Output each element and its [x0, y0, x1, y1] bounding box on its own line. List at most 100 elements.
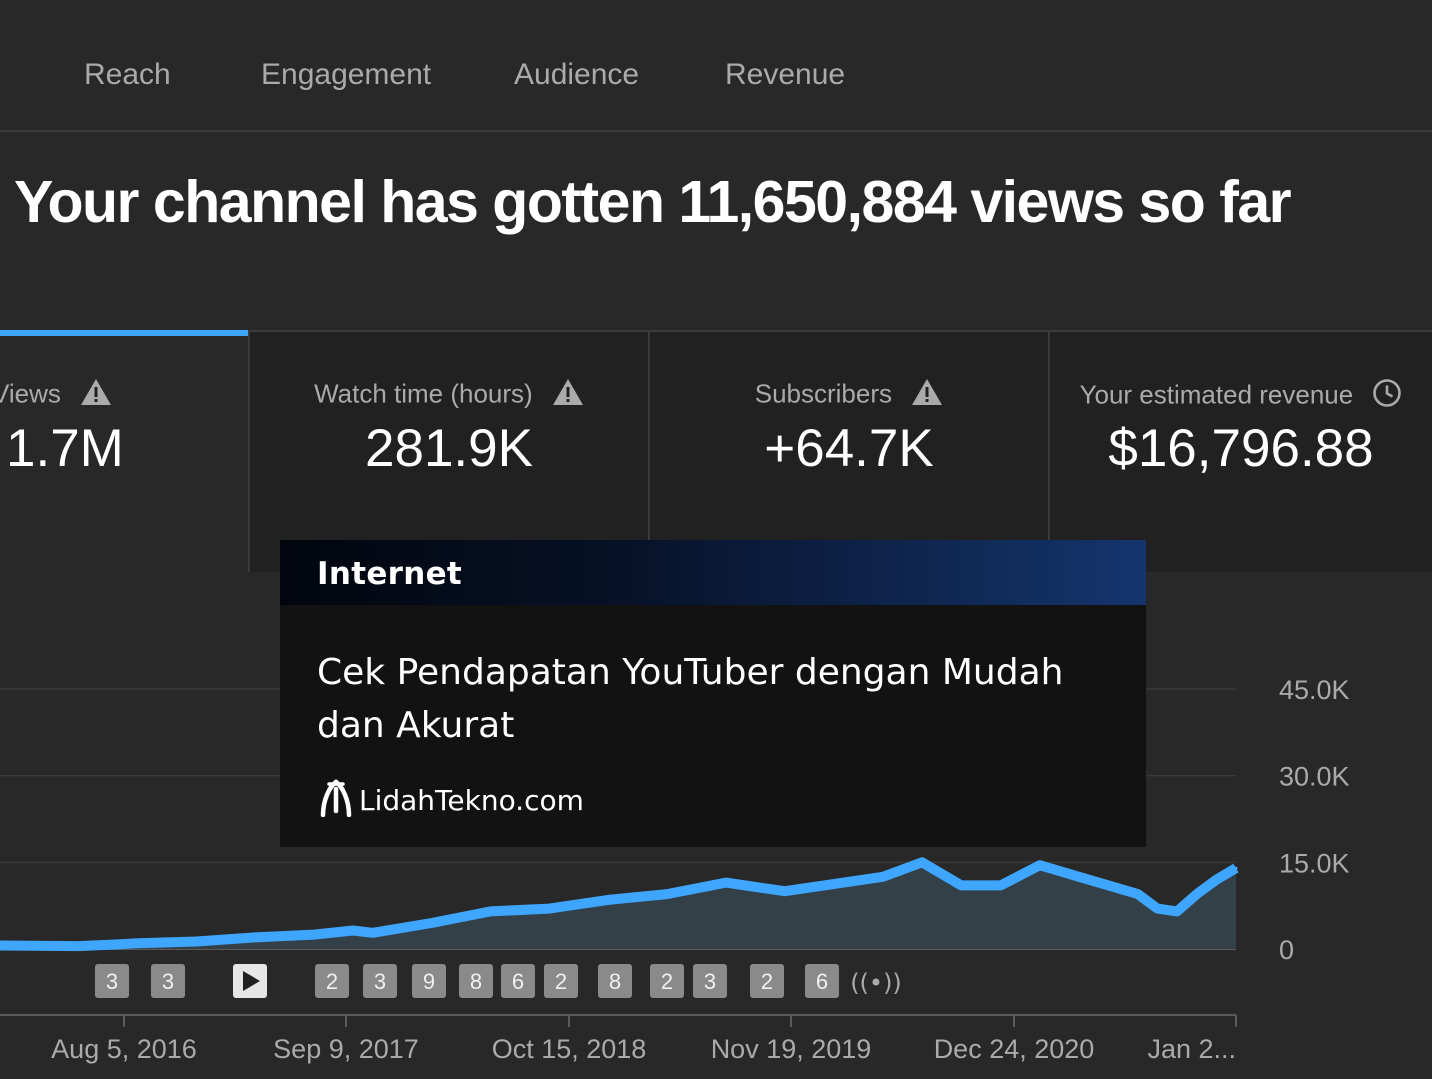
- metric-label: Views: [0, 378, 61, 409]
- x-tick-label: Nov 19, 2019: [711, 1034, 872, 1064]
- page-headline: Your channel has gotten 11,650,884 views…: [14, 169, 1292, 235]
- metric-label-row: Subscribers: [650, 378, 1048, 413]
- metric-label-row: Views: [0, 378, 248, 413]
- data-point: [881, 875, 885, 879]
- video-marker-count: 6: [816, 969, 828, 994]
- video-marker[interactable]: 2: [750, 964, 784, 998]
- video-marker[interactable]: 2: [315, 964, 349, 998]
- data-point: [920, 860, 924, 864]
- video-marker-count: 3: [162, 969, 174, 994]
- live-marker-icon[interactable]: ((•)): [850, 969, 902, 997]
- data-point: [76, 944, 80, 948]
- metric-label: Your estimated revenue: [1079, 379, 1354, 410]
- video-marker-count: 2: [761, 969, 773, 994]
- metric-card-subscribers[interactable]: Subscribers +64.7K: [650, 332, 1050, 572]
- tab-audience[interactable]: Audience: [514, 58, 640, 91]
- metric-value: $16,796.88: [1108, 419, 1374, 478]
- video-marker-count: 2: [661, 969, 673, 994]
- video-marker[interactable]: 3: [693, 964, 727, 998]
- video-marker[interactable]: 8: [598, 964, 632, 998]
- video-marker-count: 8: [470, 969, 482, 994]
- metric-card-watch-time[interactable]: Watch time (hours) 281.9K: [250, 332, 650, 572]
- data-point: [1038, 863, 1042, 867]
- video-marker-count: 6: [512, 969, 524, 994]
- metric-value: +64.7K: [764, 419, 934, 478]
- metric-label: Subscribers: [754, 378, 893, 409]
- y-tick-label: 0: [1279, 935, 1294, 965]
- brand: LidahTekno.com: [317, 778, 584, 822]
- data-point: [1156, 907, 1160, 911]
- data-point: [1234, 866, 1238, 870]
- data-point: [312, 933, 316, 937]
- data-point: [1195, 892, 1199, 896]
- data-point: [783, 889, 787, 893]
- x-tick-label: Sep 9, 2017: [273, 1034, 419, 1064]
- video-marker-count: 3: [106, 969, 118, 994]
- video-marker-count: 3: [704, 969, 716, 994]
- video-marker-count: 2: [326, 969, 338, 994]
- data-point: [1214, 878, 1218, 882]
- brand-name: LidahTekno.com: [359, 783, 584, 817]
- tab-engagement[interactable]: Engagement: [261, 58, 432, 91]
- data-point: [1136, 892, 1140, 896]
- article-title[interactable]: Cek Pendapatan YouTuber dengan Mudah dan…: [317, 652, 1064, 746]
- data-point: [253, 935, 257, 939]
- overlay-header: Internet: [280, 540, 1146, 605]
- video-marker[interactable]: 6: [805, 964, 839, 998]
- play-icon: [243, 971, 260, 991]
- data-point: [1175, 909, 1179, 913]
- x-tick-label: Oct 15, 2018: [492, 1034, 647, 1064]
- metric-card-views[interactable]: Views 1.7M: [0, 330, 250, 572]
- y-tick-label: 45.0K: [1279, 675, 1350, 705]
- x-tick-label: Jan 2...: [1147, 1034, 1236, 1064]
- analytics-tabs: Reach Engagement Audience Revenue: [0, 0, 1432, 132]
- video-marker[interactable]: 3: [151, 964, 185, 998]
- video-marker[interactable]: 3: [363, 964, 397, 998]
- metric-value: 1.7M: [6, 419, 124, 478]
- tab-reach[interactable]: Reach: [84, 58, 171, 91]
- data-point: [0, 944, 2, 948]
- data-point: [547, 907, 551, 911]
- clock-icon: [1372, 378, 1402, 415]
- video-marker[interactable]: 3: [95, 964, 129, 998]
- data-point: [351, 929, 355, 933]
- data-point: [371, 931, 375, 935]
- article-category: Internet: [317, 556, 463, 592]
- data-point: [724, 881, 728, 885]
- data-point: [430, 921, 434, 925]
- data-point: [842, 881, 846, 885]
- video-marker-play[interactable]: [233, 964, 267, 998]
- data-point: [1077, 875, 1081, 879]
- video-marker[interactable]: 2: [544, 964, 578, 998]
- data-point: [999, 883, 1003, 887]
- video-marker[interactable]: 8: [459, 964, 493, 998]
- video-marker[interactable]: 9: [412, 964, 446, 998]
- warning-icon: [80, 378, 112, 413]
- video-marker-count: 2: [555, 969, 567, 994]
- article-overlay[interactable]: Internet Cek Pendapatan YouTuber dengan …: [280, 540, 1146, 847]
- metric-label: Watch time (hours): [314, 378, 533, 409]
- warning-icon: [911, 378, 943, 413]
- video-marker[interactable]: 6: [501, 964, 535, 998]
- metric-label-row: Your estimated revenue: [1050, 378, 1432, 415]
- brand-logo-icon: [317, 778, 355, 822]
- video-marker[interactable]: 2: [650, 964, 684, 998]
- data-point: [194, 939, 198, 943]
- data-point: [665, 892, 669, 896]
- y-tick-label: 15.0K: [1279, 848, 1350, 878]
- metric-card-revenue[interactable]: Your estimated revenue $16,796.88: [1050, 332, 1432, 572]
- data-point: [488, 909, 492, 913]
- video-marker-count: 3: [374, 969, 386, 994]
- metric-cards: Views 1.7M Watch time (hours) 281.9K Sub…: [0, 330, 1432, 572]
- x-tick-label: Dec 24, 2020: [934, 1034, 1095, 1064]
- series-area: [0, 862, 1236, 949]
- warning-icon: [552, 378, 584, 413]
- data-point: [135, 941, 139, 945]
- tab-revenue[interactable]: Revenue: [725, 58, 846, 91]
- video-marker-count: 9: [423, 969, 435, 994]
- data-point: [959, 883, 963, 887]
- metric-value: 281.9K: [365, 419, 533, 478]
- x-tick-label: Aug 5, 2016: [51, 1034, 197, 1064]
- video-marker-count: 8: [609, 969, 621, 994]
- data-point: [606, 898, 610, 902]
